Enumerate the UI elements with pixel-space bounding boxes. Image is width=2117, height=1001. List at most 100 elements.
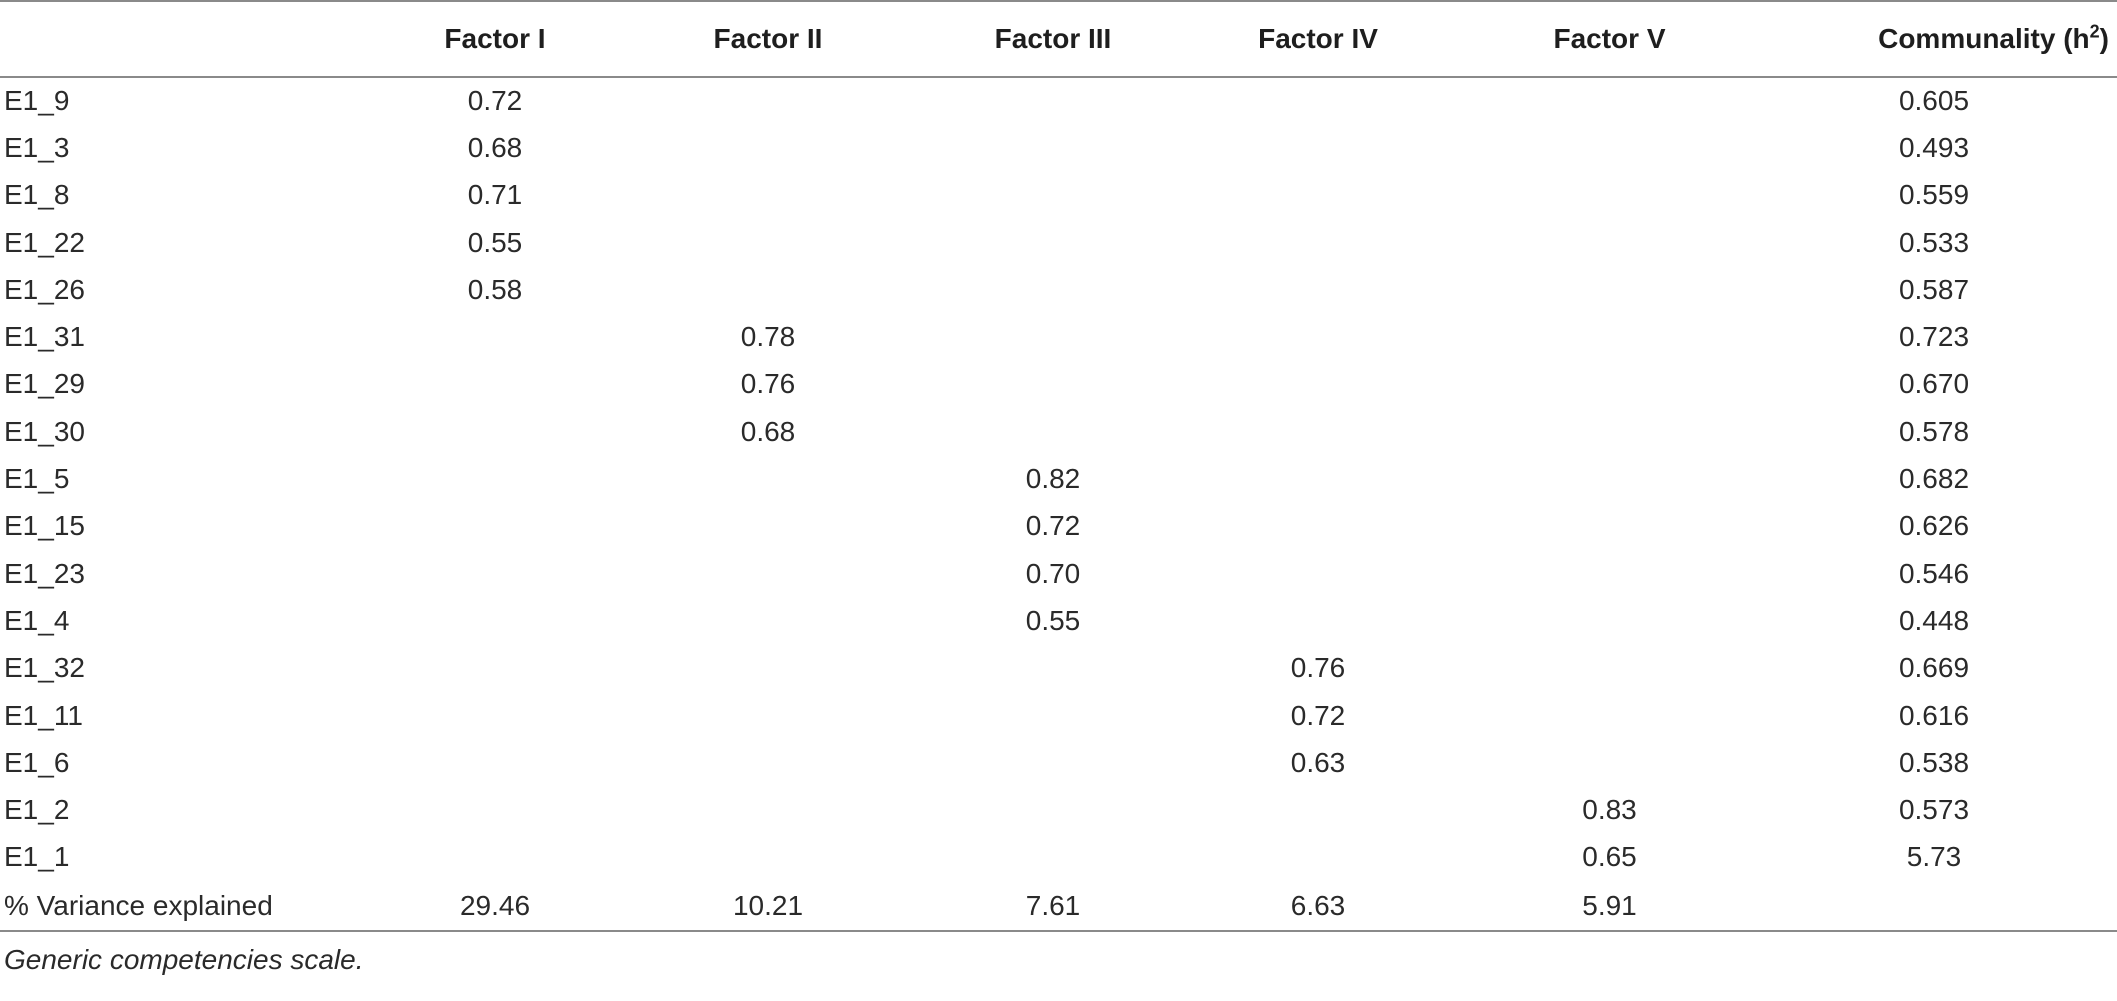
header-factor-3: Factor III <box>938 0 1168 78</box>
factor-3-cell: 0.82 <box>1025 463 1081 495</box>
factor-1-cell <box>392 408 598 455</box>
header-factor-1: Factor I <box>392 0 598 78</box>
factor-loadings-table-container: Factor I Factor II Factor III Factor IV … <box>0 0 2117 975</box>
factor-1-cell <box>392 503 598 550</box>
factor-3-cell <box>938 834 1168 881</box>
table-row: E1_15 0.72 0.626 <box>0 503 2117 550</box>
factor-1-cell: 0.68 <box>467 131 523 163</box>
factor-4-cell <box>1168 550 1468 597</box>
factor-2-cell <box>598 739 938 786</box>
communality-cell: 0.605 <box>1898 85 1970 117</box>
factor-2-cell: 0.78 <box>740 321 796 353</box>
factor-4-cell <box>1168 408 1468 455</box>
factor-5-cell <box>1468 77 1751 124</box>
factor-1-cell: 0.71 <box>467 179 523 211</box>
factor-2-cell <box>598 550 938 597</box>
communality-cell: 5.73 <box>1906 841 1962 873</box>
table-row: E1_11 0.72 0.616 <box>0 692 2117 739</box>
factor-1-cell <box>392 834 598 881</box>
factor-4-cell: 0.76 <box>1290 652 1346 684</box>
factor-3-cell <box>938 645 1168 692</box>
row-label-cell: E1_3 <box>4 131 70 163</box>
table-row: E1_26 0.58 0.587 <box>0 266 2117 313</box>
header-communality: Communality (h2) <box>1751 0 2117 78</box>
factor-5-cell <box>1468 313 1751 360</box>
communality-cell: 0.448 <box>1898 604 1970 636</box>
communality-cell: 0.723 <box>1898 321 1970 353</box>
table-row: E1_1 0.65 5.73 <box>0 834 2117 881</box>
factor-5-cell <box>1468 597 1751 644</box>
factor-2-cell <box>598 597 938 644</box>
factor-4-cell <box>1168 124 1468 171</box>
factor-2-cell <box>598 266 938 313</box>
factor-4-cell <box>1168 361 1468 408</box>
communality-cell: 0.533 <box>1898 226 1970 258</box>
row-label-cell: E1_11 <box>4 699 83 731</box>
factor-5-cell: 0.65 <box>1582 841 1637 873</box>
factor-3-cell <box>938 408 1168 455</box>
table-row: E1_3 0.68 0.493 <box>0 124 2117 171</box>
header-communality-text: Communality (h <box>1878 23 2090 54</box>
row-label-cell: E1_32 <box>4 652 85 684</box>
table-row: E1_6 0.63 0.538 <box>0 739 2117 786</box>
factor-3-cell: 0.70 <box>1025 557 1081 589</box>
row-label-cell: E1_9 <box>4 85 70 117</box>
table-row: E1_30 0.68 0.578 <box>0 408 2117 455</box>
factor-2-cell <box>598 77 938 124</box>
communality-cell: 0.578 <box>1898 415 1970 447</box>
table-row: E1_23 0.70 0.546 <box>0 550 2117 597</box>
factor-1-cell <box>392 645 598 692</box>
row-label-cell: E1_30 <box>4 415 85 447</box>
factor-1-cell: 29.46 <box>392 881 598 933</box>
factor-2-cell <box>598 692 938 739</box>
communality-cell: 0.559 <box>1898 179 1970 211</box>
factor-1-cell: 0.58 <box>467 273 523 305</box>
factor-4-cell <box>1168 834 1468 881</box>
factor-4-cell <box>1168 266 1468 313</box>
row-label-cell: E1_22 <box>4 226 85 258</box>
header-factor-5: Factor V <box>1468 0 1751 78</box>
table-row: E1_8 0.71 0.559 <box>0 172 2117 219</box>
row-label-cell: E1_29 <box>4 368 85 400</box>
row-label-cell: E1_4 <box>4 604 70 636</box>
table-body: E1_9 0.72 0.605 E1_3 0.68 0.493 E1_8 0.71 0.559 E… <box>0 77 2117 933</box>
factor-3-cell <box>938 361 1168 408</box>
factor-2-cell <box>598 455 938 502</box>
communality-cell: 0.573 <box>1898 794 1970 826</box>
factor-3-cell <box>938 266 1168 313</box>
factor-1-cell <box>392 739 598 786</box>
factor-1-cell <box>392 313 598 360</box>
factor-2-cell: 10.21 <box>598 881 938 933</box>
factor-5-cell: 5.91 <box>1468 881 1751 933</box>
communality-cell <box>1751 881 2117 933</box>
factor-3-cell <box>938 124 1168 171</box>
table-row: E1_29 0.76 0.670 <box>0 361 2117 408</box>
factor-5-cell <box>1468 692 1751 739</box>
factor-2-cell <box>598 645 938 692</box>
table-row: E1_22 0.55 0.533 <box>0 219 2117 266</box>
table-header-row: Factor I Factor II Factor III Factor IV … <box>0 0 2117 78</box>
communality-cell: 0.670 <box>1898 368 1970 400</box>
row-label-cell: E1_2 <box>4 794 70 826</box>
factor-3-cell <box>938 77 1168 124</box>
factor-4-cell <box>1168 786 1468 833</box>
factor-3-cell <box>938 172 1168 219</box>
table-row: E1_31 0.78 0.723 <box>0 313 2117 360</box>
factor-2-cell <box>598 124 938 171</box>
row-label-cell: E1_1 <box>4 841 70 873</box>
factor-5-cell <box>1468 550 1751 597</box>
factor-4-cell <box>1168 313 1468 360</box>
factor-5-cell <box>1468 361 1751 408</box>
factor-4-cell: 6.63 <box>1168 881 1468 933</box>
communality-cell: 0.682 <box>1898 463 1970 495</box>
factor-5-cell: 0.83 <box>1582 794 1637 826</box>
factor-4-cell <box>1168 77 1468 124</box>
factor-3-cell: 0.55 <box>1025 604 1081 636</box>
header-factor-2: Factor II <box>598 0 938 78</box>
row-label-cell: E1_15 <box>4 510 85 542</box>
factor-5-cell <box>1468 503 1751 550</box>
factor-2-cell <box>598 786 938 833</box>
factor-1-cell <box>392 692 598 739</box>
factor-4-cell <box>1168 503 1468 550</box>
table-row: % Variance explained 29.46 10.21 7.61 6.63 5.… <box>0 881 2117 933</box>
